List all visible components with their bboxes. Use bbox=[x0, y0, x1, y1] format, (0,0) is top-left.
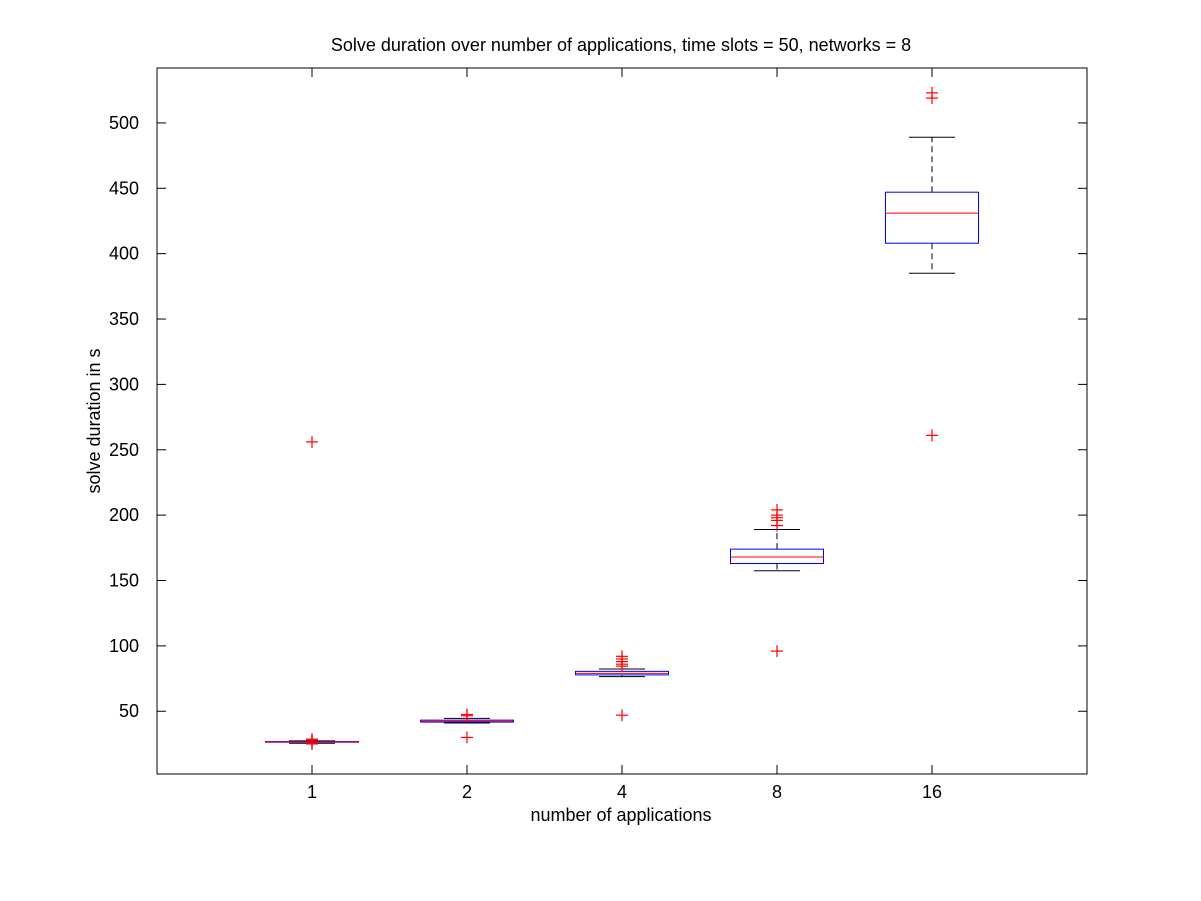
outlier-marker bbox=[771, 645, 783, 658]
outlier-marker bbox=[616, 709, 628, 722]
x-tick-label: 16 bbox=[922, 782, 942, 802]
y-tick-label: 400 bbox=[109, 244, 139, 264]
y-tick-label: 150 bbox=[109, 571, 139, 591]
y-tick-label: 350 bbox=[109, 309, 139, 329]
outlier-marker bbox=[461, 731, 473, 744]
x-tick-label: 1 bbox=[307, 782, 317, 802]
x-axis-label: number of applications bbox=[530, 805, 711, 825]
y-tick-label: 100 bbox=[109, 636, 139, 656]
box-8 bbox=[730, 503, 824, 658]
y-tick-label: 50 bbox=[119, 701, 139, 721]
x-axis-ticks: 1 2 4 8 16 bbox=[307, 68, 942, 802]
box-4 bbox=[575, 650, 669, 722]
outlier-marker bbox=[616, 650, 628, 663]
box-series bbox=[265, 86, 979, 750]
outlier-marker bbox=[306, 737, 318, 750]
y-tick-label: 200 bbox=[109, 505, 139, 525]
chart-title: Solve duration over number of applicatio… bbox=[331, 35, 911, 55]
x-tick-label: 8 bbox=[772, 782, 782, 802]
box-iqr bbox=[885, 191, 979, 244]
box-1 bbox=[265, 435, 359, 750]
box-iqr bbox=[730, 548, 824, 565]
y-axis-label: solve duration in s bbox=[84, 348, 104, 493]
outlier-marker bbox=[771, 503, 783, 516]
outlier-marker bbox=[306, 435, 318, 448]
x-tick-label: 4 bbox=[617, 782, 627, 802]
y-tick-label: 250 bbox=[109, 440, 139, 460]
y-tick-label: 450 bbox=[109, 178, 139, 198]
box-16 bbox=[885, 86, 979, 442]
x-tick-label: 2 bbox=[462, 782, 472, 802]
outlier-marker bbox=[461, 708, 473, 721]
y-axis-ticks: 50 100 150 200 250 300 350 400 450 500 bbox=[109, 113, 1087, 721]
outlier-marker bbox=[926, 429, 938, 442]
outlier-marker bbox=[926, 86, 938, 99]
y-tick-label: 300 bbox=[109, 374, 139, 394]
y-tick-label: 500 bbox=[109, 113, 139, 133]
box-2 bbox=[420, 708, 514, 744]
